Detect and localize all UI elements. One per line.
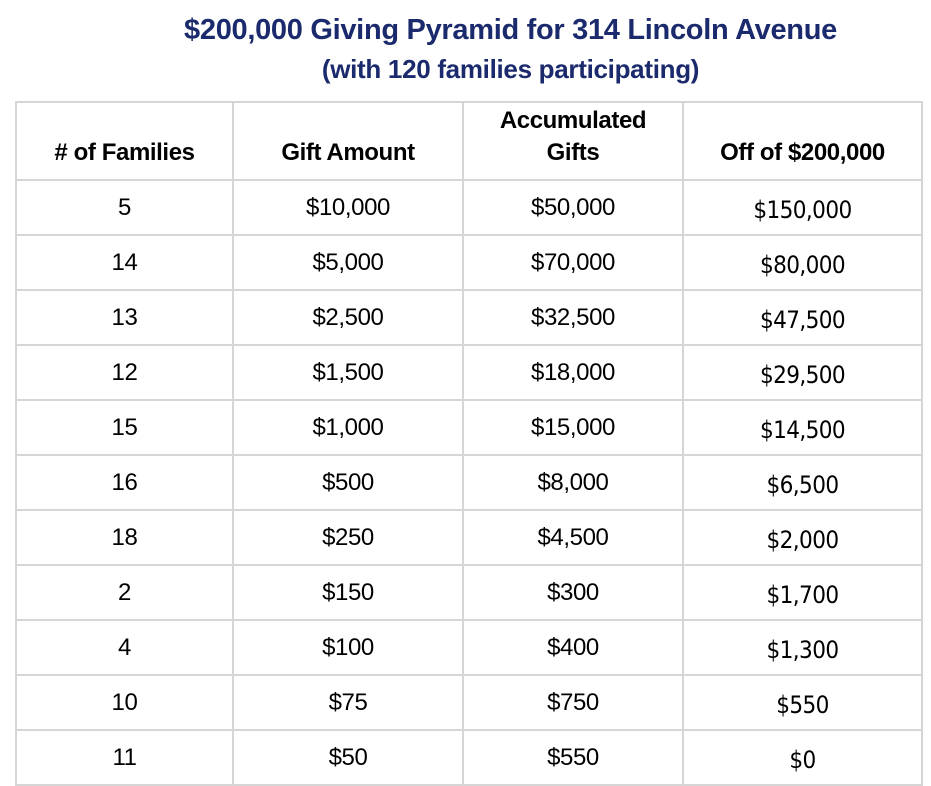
cell-families: 2 — [15, 564, 234, 621]
cell-accumulated-gifts: $15,000 — [462, 399, 684, 456]
header-accumulated-line2: Gifts — [546, 139, 600, 166]
cell-families: 18 — [15, 509, 234, 566]
cell-accumulated-gifts: $50,000 — [462, 179, 684, 236]
cell-families: 5 — [15, 179, 234, 236]
table-row: 12 $1,500 $18,000 $29,500 — [15, 344, 923, 401]
cell-accumulated-gifts: $550 — [462, 729, 684, 786]
cell-families: 13 — [15, 289, 234, 346]
cell-off-of-total: $14,500 — [682, 399, 923, 456]
cell-gift-amount: $250 — [232, 509, 464, 566]
header-gift-amount: Gift Amount — [232, 101, 464, 181]
cell-off-of-total: $550 — [682, 674, 923, 731]
header-families: # of Families — [15, 101, 234, 181]
cell-off-of-total: $6,500 — [682, 454, 923, 511]
cell-off-of-total: $0 — [682, 729, 923, 786]
cell-families: 10 — [15, 674, 234, 731]
table-row: 16 $500 $8,000 $6,500 — [15, 454, 923, 511]
table-header-row: # of Families Gift Amount Accumulated Gi… — [15, 101, 923, 181]
table-row: 10 $75 $750 $550 — [15, 674, 923, 731]
cell-gift-amount: $150 — [232, 564, 464, 621]
cell-accumulated-gifts: $4,500 — [462, 509, 684, 566]
header-accumulated-gifts: Accumulated Gifts — [462, 101, 684, 181]
cell-gift-amount: $500 — [232, 454, 464, 511]
cell-gift-amount: $100 — [232, 619, 464, 676]
cell-accumulated-gifts: $400 — [462, 619, 684, 676]
cell-off-of-total: $1,300 — [682, 619, 923, 676]
cell-gift-amount: $1,000 — [232, 399, 464, 456]
cell-accumulated-gifts: $750 — [462, 674, 684, 731]
page-title: $200,000 Giving Pyramid for 314 Lincoln … — [184, 14, 837, 46]
cell-accumulated-gifts: $300 — [462, 564, 684, 621]
header-off-of-total: Off of $200,000 — [682, 101, 923, 181]
table-row: 18 $250 $4,500 $2,000 — [15, 509, 923, 566]
cell-accumulated-gifts: $8,000 — [462, 454, 684, 511]
cell-families: 12 — [15, 344, 234, 401]
cell-families: 15 — [15, 399, 234, 456]
cell-accumulated-gifts: $18,000 — [462, 344, 684, 401]
cell-gift-amount: $5,000 — [232, 234, 464, 291]
cell-gift-amount: $10,000 — [232, 179, 464, 236]
giving-pyramid-table: # of Families Gift Amount Accumulated Gi… — [15, 101, 923, 786]
header-accumulated-line1: Accumulated — [499, 107, 647, 134]
cell-gift-amount: $1,500 — [232, 344, 464, 401]
cell-accumulated-gifts: $32,500 — [462, 289, 684, 346]
cell-gift-amount: $2,500 — [232, 289, 464, 346]
cell-gift-amount: $50 — [232, 729, 464, 786]
table-row: 2 $150 $300 $1,700 — [15, 564, 923, 621]
table-row: 11 $50 $550 $0 — [15, 729, 923, 786]
cell-families: 14 — [15, 234, 234, 291]
cell-off-of-total: $47,500 — [682, 289, 923, 346]
table-row: 14 $5,000 $70,000 $80,000 — [15, 234, 923, 291]
cell-families: 11 — [15, 729, 234, 786]
table-row: 13 $2,500 $32,500 $47,500 — [15, 289, 923, 346]
cell-families: 16 — [15, 454, 234, 511]
page-subtitle: (with 120 families participating) — [321, 54, 700, 84]
cell-gift-amount: $75 — [232, 674, 464, 731]
cell-off-of-total: $1,700 — [682, 564, 923, 621]
table-row: 5 $10,000 $50,000 $150,000 — [15, 179, 923, 236]
cell-off-of-total: $80,000 — [682, 234, 923, 291]
cell-off-of-total: $29,500 — [682, 344, 923, 401]
cell-off-of-total: $2,000 — [682, 509, 923, 566]
cell-off-of-total: $150,000 — [682, 179, 923, 236]
table-row: 4 $100 $400 $1,300 — [15, 619, 923, 676]
cell-families: 4 — [15, 619, 234, 676]
table-row: 15 $1,000 $15,000 $14,500 — [15, 399, 923, 456]
cell-accumulated-gifts: $70,000 — [462, 234, 684, 291]
